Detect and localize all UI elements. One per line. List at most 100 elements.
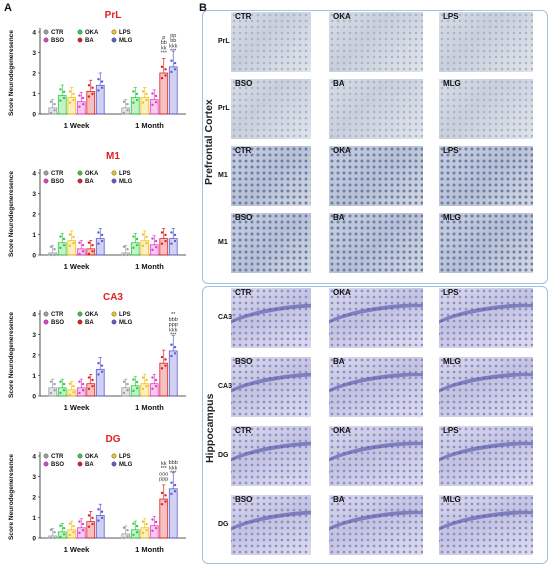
data-point [145,98,148,102]
data-point [141,101,145,104]
data-point [141,244,145,247]
data-point [164,494,167,497]
micrograph-tile: OKA [329,288,423,348]
micrograph-tile: LPS [439,288,533,348]
data-point [53,253,56,257]
data-point [173,483,177,487]
micrograph-tile: BA [329,79,423,139]
bar [76,387,86,397]
x-category-label: 1 Month [135,262,164,271]
data-point [173,352,177,355]
data-point [154,239,158,243]
significance-label: *** [170,49,177,55]
significance-label: kk [161,45,167,51]
y-tick-label: 3 [32,474,36,481]
data-point [81,389,85,392]
data-point [81,102,85,106]
y-tick-label: 0 [32,393,36,400]
data-point [145,241,148,245]
cell-layer-band [329,504,423,552]
micrograph-tile: MLG [439,495,533,555]
data-point [122,100,126,103]
y-tick-label: 0 [32,535,36,542]
data-point [122,245,126,248]
data-point [164,358,167,361]
y-tick-label: 2 [32,494,36,501]
data-point [59,99,62,102]
data-point [141,531,145,535]
data-point [78,380,81,383]
data-point [173,233,177,237]
data-point [151,376,154,379]
significance-label: ppp [159,477,168,483]
legend-label: CTR [51,30,64,36]
data-point [135,243,139,247]
data-point [151,237,154,240]
hippocampus-label: Hippocampus [204,393,216,463]
y-tick-label: 4 [32,453,36,460]
data-point [87,514,91,517]
data-point [59,391,62,395]
data-point [145,92,148,96]
data-point [49,528,53,531]
data-point [122,380,126,383]
data-point [154,526,158,530]
data-point [87,95,91,98]
x-category-label: 1 Week [64,262,91,271]
data-point [49,380,53,383]
data-point [81,382,85,386]
micrograph-tile: BSO [231,495,311,555]
cell-layer-band [231,297,311,345]
cell-layer-band [231,366,311,414]
legend-marker-ba [77,37,83,43]
data-point [97,89,100,92]
y-tick-label: 3 [32,332,36,339]
data-point [122,526,126,529]
data-point [135,531,139,534]
y-tick-label: 1 [32,515,36,522]
data-point [132,246,135,250]
tile-title: CTR [235,146,252,155]
tile-title: MLG [443,213,461,222]
data-point [164,239,167,243]
significance-label: ** [171,312,176,318]
chart-title: CA3 [103,292,123,303]
data-point [151,387,154,391]
data-point [72,98,75,102]
data-point [59,235,62,238]
tile-title: MLG [443,357,461,366]
data-point [68,233,72,236]
legend-marker-oka [77,29,83,35]
legend-marker-mlg [111,319,117,325]
y-tick-label: 4 [32,311,36,318]
tile-title: OKA [333,426,351,435]
legend-marker-ba [77,461,83,467]
data-point [173,346,177,349]
data-point [91,250,94,253]
data-point [49,100,53,103]
data-point [135,92,139,96]
significance-label: bbb [169,317,178,323]
micrograph-tile: CTR [231,288,311,348]
data-point [100,510,104,513]
data-point [72,241,75,245]
bar [95,368,105,397]
tile-title: OKA [333,288,351,297]
prefrontal-frame [202,10,548,284]
legend-marker-lps [111,453,117,459]
legend-label: LPS [119,454,131,460]
data-point [100,516,104,520]
data-point [141,520,145,523]
legend-marker-oka [77,453,83,459]
significance-label: pp [170,33,176,39]
data-point [68,244,72,247]
data-point [72,92,75,96]
y-tick-label: 0 [32,252,36,259]
legend-label: OKA [85,312,99,318]
data-point [154,246,158,249]
data-point [132,522,135,525]
y-tick-label: 2 [32,352,36,359]
legend-label: OKA [85,454,99,460]
data-point [87,84,91,87]
data-point [91,384,94,388]
